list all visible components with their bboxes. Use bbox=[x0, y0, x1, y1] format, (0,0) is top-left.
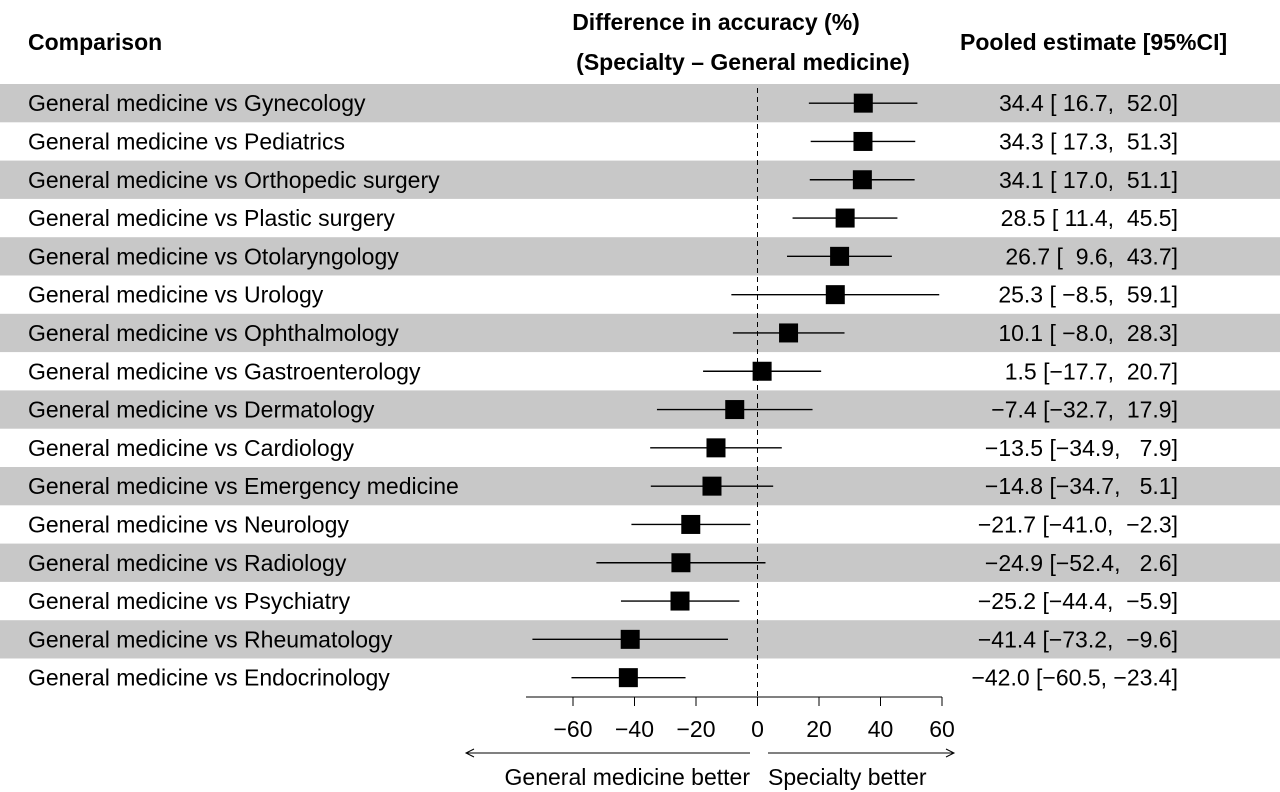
axis-title-line2: (Specialty – General medicine) bbox=[576, 49, 910, 75]
point-estimate-marker bbox=[702, 476, 722, 496]
forest-row: General medicine vs Ophthalmology 10.1 [ … bbox=[28, 320, 1178, 346]
row-label: General medicine vs Otolaryngology bbox=[28, 243, 399, 269]
estimate-text: 26.7 [ 9.6, 43.7] bbox=[1005, 243, 1178, 269]
row-label: General medicine vs Orthopedic surgery bbox=[28, 167, 440, 193]
x-tick-label: −60 bbox=[553, 716, 592, 742]
row-label: General medicine vs Gastroenterology bbox=[28, 358, 421, 384]
estimate-text: 28.5 [ 11.4, 45.5] bbox=[1001, 205, 1178, 231]
forest-row: General medicine vs Otolaryngology 26.7 [… bbox=[28, 243, 1178, 269]
x-tick-label: −20 bbox=[676, 716, 715, 742]
forest-row: General medicine vs Gastroenterology 1.5… bbox=[28, 358, 1178, 384]
estimate-text: 34.1 [ 17.0, 51.1] bbox=[999, 167, 1178, 193]
row-label: General medicine vs Gynecology bbox=[28, 90, 366, 116]
estimate-text: 25.3 [ −8.5, 59.1] bbox=[998, 282, 1178, 308]
row-label: General medicine vs Endocrinology bbox=[28, 665, 390, 691]
axis-title-line1: Difference in accuracy (%) bbox=[572, 9, 860, 35]
forest-row: General medicine vs Dermatology −7.4 [−32… bbox=[28, 397, 1178, 423]
point-estimate-marker bbox=[670, 591, 690, 611]
estimate-text: −24.9 [−52.4, 2.6] bbox=[985, 550, 1178, 576]
x-tick-label: 20 bbox=[806, 716, 832, 742]
row-label: General medicine vs Ophthalmology bbox=[28, 320, 399, 346]
estimate-text: 10.1 [ −8.0, 28.3] bbox=[998, 320, 1178, 346]
forest-row: General medicine vs Rheumatology −41.4 [−… bbox=[28, 626, 1178, 652]
point-estimate-marker bbox=[618, 668, 638, 688]
row-label: General medicine vs Dermatology bbox=[28, 397, 375, 423]
estimate-text: −42.0 [−60.5, −23.4] bbox=[971, 665, 1178, 691]
row-label: General medicine vs Cardiology bbox=[28, 435, 354, 461]
row-label: General medicine vs Plastic surgery bbox=[28, 205, 395, 231]
estimate-text: −13.5 [−34.9, 7.9] bbox=[985, 435, 1178, 461]
estimate-text: −21.7 [−41.0, −2.3] bbox=[978, 511, 1178, 537]
row-shade bbox=[0, 84, 1280, 123]
forest-row: General medicine vs Endocrinology −42.0 [… bbox=[28, 665, 1178, 691]
x-tick-label: −40 bbox=[615, 716, 654, 742]
row-label: General medicine vs Emergency medicine bbox=[28, 473, 459, 499]
point-estimate-marker bbox=[779, 323, 799, 343]
point-estimate-marker bbox=[752, 361, 772, 381]
row-label: General medicine vs Pediatrics bbox=[28, 128, 345, 154]
estimate-text: 1.5 [−17.7, 20.7] bbox=[998, 358, 1178, 384]
forest-row: General medicine vs Neurology −21.7 [−41.… bbox=[28, 511, 1178, 537]
row-shade bbox=[0, 313, 1280, 353]
forest-row: General medicine vs Pediatrics 34.3 [ 17.… bbox=[28, 128, 1178, 154]
row-shade bbox=[0, 390, 1280, 429]
point-estimate-marker bbox=[681, 514, 701, 534]
point-estimate-marker bbox=[825, 285, 845, 305]
forest-row: General medicine vs Gynecology 34.4 [ 16.… bbox=[28, 90, 1178, 116]
row-label: General medicine vs Rheumatology bbox=[28, 626, 393, 652]
row-shade bbox=[0, 160, 1280, 199]
row-label: General medicine vs Radiology bbox=[28, 550, 347, 576]
forest-row: General medicine vs Cardiology −13.5 [−34… bbox=[28, 435, 1178, 461]
estimate-text: 34.4 [ 16.7, 52.0] bbox=[999, 90, 1178, 116]
forest-row: General medicine vs Orthopedic surgery 34… bbox=[28, 167, 1178, 193]
estimate-text: −14.8 [−34.7, 5.1] bbox=[985, 473, 1178, 499]
point-estimate-marker bbox=[706, 438, 726, 458]
forest-row: General medicine vs Psychiatry −25.2 [−44… bbox=[28, 588, 1178, 614]
estimate-text: −41.4 [−73.2, −9.6] bbox=[978, 626, 1178, 652]
estimate-text: −25.2 [−44.4, −5.9] bbox=[978, 588, 1178, 614]
point-estimate-marker bbox=[620, 629, 640, 649]
forest-row: General medicine vs Plastic surgery 28.5 … bbox=[28, 205, 1178, 231]
point-estimate-marker bbox=[725, 400, 745, 420]
row-label: General medicine vs Neurology bbox=[28, 511, 349, 537]
left-arrow-head bbox=[464, 748, 475, 758]
estimate-header: Pooled estimate [95%CI] bbox=[960, 29, 1227, 55]
point-estimate-marker bbox=[853, 131, 873, 151]
row-label: General medicine vs Psychiatry bbox=[28, 588, 351, 614]
comparison-header: Comparison bbox=[28, 29, 162, 55]
row-shade bbox=[0, 237, 1280, 276]
point-estimate-marker bbox=[830, 246, 850, 266]
forest-row: General medicine vs Radiology −24.9 [−52.… bbox=[28, 550, 1178, 576]
direction-arrows: General medicine better Specialty better bbox=[464, 748, 956, 790]
point-estimate-marker bbox=[835, 208, 855, 228]
forest-row: General medicine vs Urology 25.3 [ −8.5, … bbox=[28, 282, 1178, 308]
rows-layer: General medicine vs Gynecology 34.4 [ 16.… bbox=[28, 90, 1178, 691]
point-estimate-marker bbox=[852, 170, 872, 190]
x-tick-label: 40 bbox=[868, 716, 894, 742]
x-tick-label: 60 bbox=[929, 716, 955, 742]
estimate-text: −7.4 [−32.7, 17.9] bbox=[991, 397, 1178, 423]
row-shade bbox=[0, 467, 1280, 506]
row-label: General medicine vs Urology bbox=[28, 282, 324, 308]
x-tick-label: 0 bbox=[751, 716, 764, 742]
direction-right-label: Specialty better bbox=[768, 764, 927, 790]
x-axis: −60 −40 −20 0 20 40 60 bbox=[526, 696, 955, 742]
row-shading-layer bbox=[0, 84, 1280, 659]
point-estimate-marker bbox=[671, 553, 691, 573]
right-arrow-head bbox=[945, 748, 956, 758]
point-estimate-marker bbox=[853, 93, 873, 113]
direction-left-label: General medicine better bbox=[505, 764, 751, 790]
forest-row: General medicine vs Emergency medicine −1… bbox=[28, 473, 1178, 499]
estimate-text: 34.3 [ 17.3, 51.3] bbox=[999, 128, 1178, 154]
